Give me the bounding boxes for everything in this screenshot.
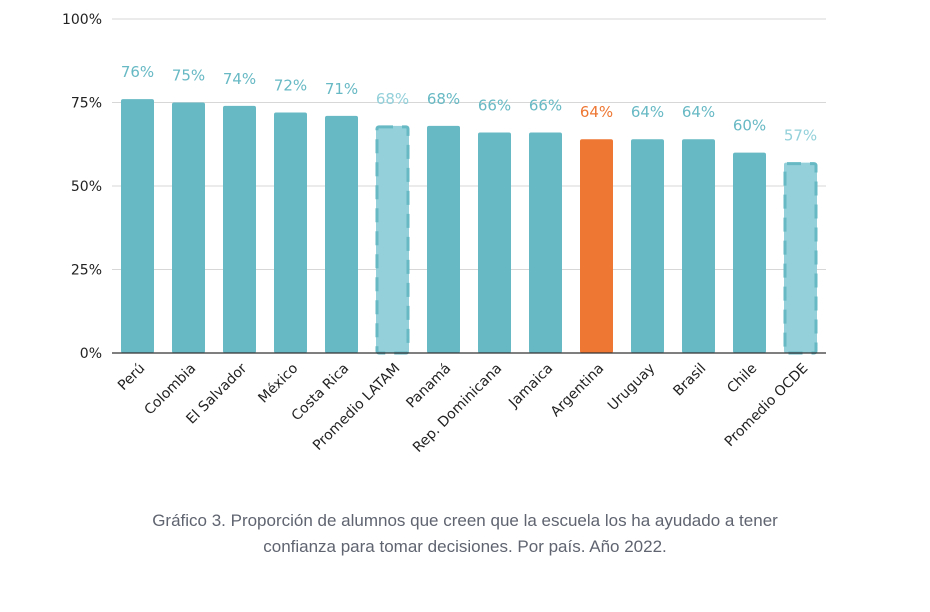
- x-tick-label-peru: Perú: [115, 361, 148, 394]
- data-label-costa-rica: 71%: [325, 80, 358, 98]
- data-label-brasil: 64%: [682, 103, 715, 121]
- bar-promedio-latam: [376, 125, 409, 353]
- caption-line-1: Gráfico 3. Proporción de alumnos que cre…: [152, 511, 778, 530]
- x-tick-label-rep-dominicana: Rep. Dominicana: [410, 361, 505, 456]
- data-labels: 76% 75% 74% 72% 71% 68% 68% 66% 66% 64% 64% 64% 60% 5…: [121, 63, 817, 144]
- bar-costa-rica: [325, 115, 358, 353]
- y-tick-label: 0%: [80, 346, 102, 362]
- bar-mexico: [274, 112, 307, 354]
- bar-el-salvador: [223, 105, 256, 353]
- x-tick-label-mexico: México: [255, 361, 301, 407]
- data-label-uruguay: 64%: [631, 103, 664, 121]
- bar-rep-dominicana: [478, 132, 511, 353]
- bar-peru: [121, 99, 154, 353]
- data-label-rep-dominicana: 66%: [478, 97, 511, 115]
- data-label-promedio-latam: 68%: [376, 90, 409, 108]
- y-tick-label: 75%: [71, 96, 102, 112]
- data-label-panama: 68%: [427, 90, 460, 108]
- x-tick-label-argentina: Argentina: [548, 361, 608, 421]
- data-label-mexico: 72%: [274, 77, 307, 95]
- y-tick-label: 100%: [62, 12, 102, 28]
- bar-argentina: [580, 139, 613, 353]
- data-label-promedio-ocde: 57%: [784, 127, 817, 145]
- bar-colombia: [172, 102, 205, 353]
- y-tick-label: 50%: [71, 179, 102, 195]
- bars: [121, 99, 818, 355]
- data-label-el-salvador: 74%: [223, 70, 256, 88]
- x-tick-label-jamaica: Jamaica: [505, 361, 556, 412]
- x-tick-label-panama: Panamá: [403, 361, 454, 412]
- y-axis-ticks: 0% 25% 50% 75% 100%: [62, 12, 102, 362]
- bar-promedio-ocde: [784, 162, 817, 353]
- bar-brasil: [682, 139, 715, 353]
- y-tick-label: 25%: [71, 263, 102, 279]
- data-label-peru: 76%: [121, 63, 154, 81]
- data-label-colombia: 75%: [172, 67, 205, 85]
- bar-uruguay: [631, 139, 664, 353]
- data-label-argentina: 64%: [580, 103, 613, 121]
- x-tick-label-promedio-latam: Promedio LATAM: [310, 361, 403, 454]
- caption-line-2: confianza para tomar decisiones. Por paí…: [263, 537, 667, 556]
- x-tick-label-uruguay: Uruguay: [605, 361, 658, 414]
- bar-chart: 0% 25% 50% 75% 100% 76% 75% 74% 72% 71% 68% 68% 66%…: [62, 12, 826, 456]
- bar-chile: [733, 152, 766, 353]
- x-tick-label-brasil: Brasil: [670, 361, 709, 400]
- data-label-chile: 60%: [733, 117, 766, 135]
- bar-panama: [427, 125, 460, 353]
- data-label-jamaica: 66%: [529, 97, 562, 115]
- gridlines: [112, 18, 826, 270]
- bar-jamaica: [529, 132, 562, 353]
- bar-dashed-outline-promedio-latam: [375, 125, 410, 355]
- chart-caption: Gráfico 3. Proporción de alumnos que cre…: [40, 508, 890, 560]
- x-tick-label-chile: Chile: [724, 361, 760, 397]
